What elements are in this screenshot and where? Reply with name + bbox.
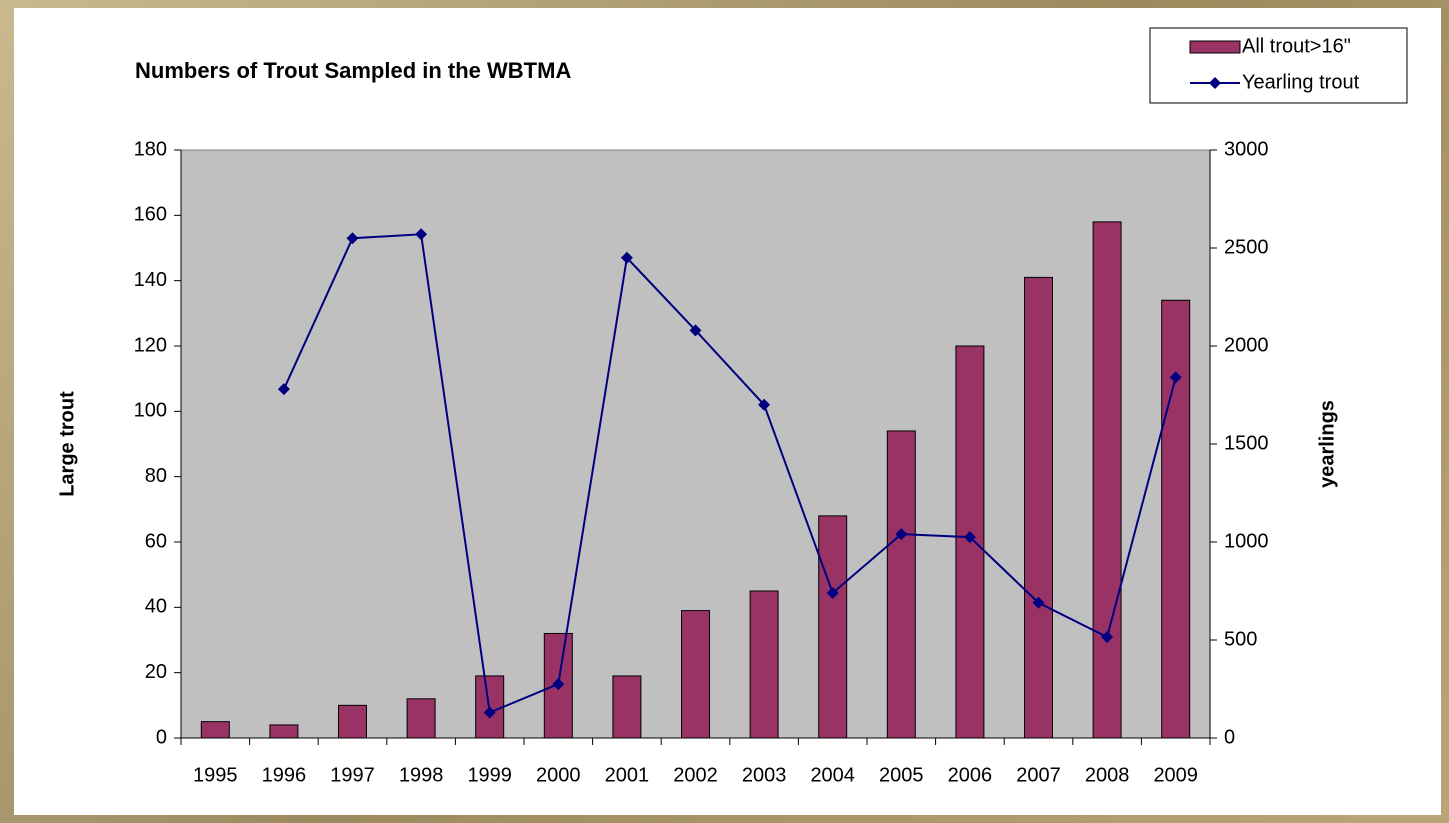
y2-axis-label: yearlings — [1316, 400, 1338, 488]
y2-tick-label: 1500 — [1224, 432, 1269, 454]
legend-label: All trout>16" — [1242, 35, 1351, 57]
y-tick-label: 140 — [134, 269, 167, 291]
bar — [406, 698, 436, 739]
x-tick-label: 2000 — [536, 764, 581, 786]
y-tick-label: 80 — [145, 465, 167, 487]
y-tick-label: 100 — [134, 400, 167, 422]
x-tick-label: 2004 — [810, 764, 855, 786]
legend-marker — [1209, 77, 1221, 89]
line-marker — [1169, 371, 1182, 384]
bar — [681, 610, 710, 739]
line-marker — [1101, 631, 1114, 644]
y-tick-label: 180 — [134, 138, 167, 160]
x-tick-label: 1998 — [399, 764, 444, 786]
bar — [269, 724, 299, 739]
line-marker — [552, 678, 565, 691]
chart: Numbers of Trout Sampled in the WBTMA La… — [14, 8, 1441, 815]
x-tick-label: 1995 — [193, 764, 238, 786]
line-marker — [758, 398, 771, 411]
x-tick-label: 1999 — [467, 764, 512, 786]
x-tick-label: 2003 — [742, 764, 787, 786]
bar — [612, 675, 642, 739]
y-tick-label: 120 — [134, 334, 167, 356]
line-marker — [483, 706, 496, 719]
legend-swatch — [1189, 40, 1241, 54]
y-tick-label: 40 — [145, 596, 167, 618]
line — [282, 233, 1177, 714]
line-marker — [689, 324, 702, 337]
x-tick-label: 2009 — [1153, 764, 1198, 786]
y-tick-label: 160 — [134, 204, 167, 226]
x-tick-label: 2007 — [1016, 764, 1061, 786]
x-tick-label: 2008 — [1085, 764, 1130, 786]
y2-tick-label: 2500 — [1224, 236, 1269, 258]
bar — [200, 721, 230, 739]
line-marker — [277, 383, 290, 396]
x-tick-label: 2001 — [605, 764, 650, 786]
y2-tick-label: 3000 — [1224, 138, 1269, 160]
bar — [886, 430, 916, 739]
x-tick-label: 1996 — [262, 764, 307, 786]
line-marker — [620, 251, 633, 264]
line-marker — [826, 586, 839, 599]
bar — [749, 590, 779, 739]
y2-tick-label: 500 — [1224, 628, 1257, 650]
bar — [818, 515, 848, 739]
legend-label: Yearling trout — [1242, 71, 1360, 93]
y2-tick-label: 0 — [1224, 726, 1235, 748]
y-axis-label: Large trout — [56, 391, 78, 497]
bar — [1161, 299, 1191, 739]
bar — [338, 704, 367, 739]
y2-tick-label: 2000 — [1224, 334, 1269, 356]
line-marker — [415, 228, 428, 241]
y2-tick-label: 1000 — [1224, 530, 1269, 552]
line-marker — [895, 528, 908, 541]
bar — [1092, 221, 1122, 739]
chart-title: Numbers of Trout Sampled in the WBTMA — [135, 58, 571, 83]
bar — [1024, 276, 1053, 739]
line-marker — [346, 232, 359, 245]
x-tick-label: 1997 — [330, 764, 375, 786]
line-marker — [963, 531, 976, 544]
y-tick-label: 0 — [156, 726, 167, 748]
x-tick-label: 2006 — [948, 764, 993, 786]
y-tick-label: 20 — [145, 661, 167, 683]
line-marker — [1032, 596, 1045, 609]
y-tick-label: 60 — [145, 530, 167, 552]
x-tick-label: 2005 — [879, 764, 924, 786]
x-tick-label: 2002 — [673, 764, 718, 786]
